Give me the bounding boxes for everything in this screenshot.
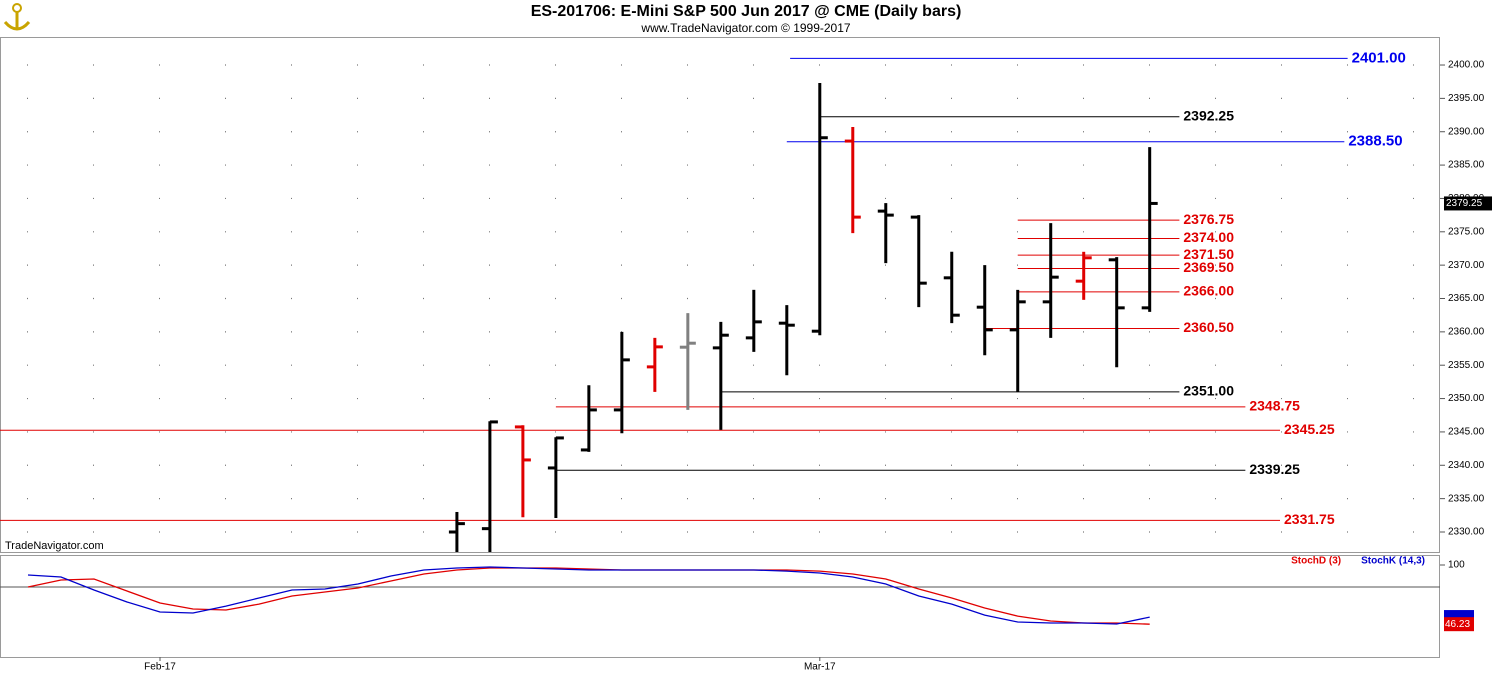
- x-tick-label: Feb-17: [144, 662, 176, 673]
- level-label: 2376.75: [1183, 211, 1234, 227]
- main-plot: [0, 57, 1440, 552]
- last-price-box: [1444, 196, 1492, 211]
- y-tick-label: 2375.00: [1448, 226, 1485, 237]
- overlay: 2330.00 2335.00 2340.00 2345.00 2350.00 2355.…: [144, 49, 1492, 673]
- level-label: 2348.75: [1249, 398, 1300, 414]
- x-tick-label: Mar-17: [804, 662, 836, 673]
- y-tick-label: 2355.00: [1448, 360, 1485, 371]
- last-value-box: [1444, 617, 1474, 632]
- y-tick-label: 100: [1448, 560, 1465, 571]
- y-tick-label: 2340.00: [1448, 460, 1485, 471]
- main-panel: [0, 37, 1440, 553]
- level-label: 2392.25: [1183, 107, 1234, 123]
- y-tick-label: 2350.00: [1448, 393, 1485, 404]
- legend-entry: StochD (3): [1291, 556, 1341, 567]
- level-label: 2351.00: [1183, 383, 1234, 399]
- stoch-line: [27, 567, 1150, 625]
- chart-subtitle: www.TradeNavigator.com © 1999-2017: [640, 21, 850, 35]
- level-label: 2369.50: [1183, 259, 1234, 275]
- y-tick-label: 2400.00: [1448, 60, 1485, 71]
- stoch-plot: [0, 566, 1440, 625]
- level-label: 2374.00: [1183, 229, 1234, 245]
- level-label: 2331.75: [1284, 511, 1335, 527]
- y-tick-label: 2345.00: [1448, 427, 1485, 438]
- chart-title: ES-201706: E-Mini S&P 500 Jun 2017 @ CME…: [531, 3, 962, 20]
- level-label: 2360.50: [1183, 319, 1234, 335]
- level-label: 2345.25: [1284, 421, 1335, 437]
- level-label: 2401.00: [1352, 49, 1406, 66]
- logo: [3, 3, 31, 31]
- level-label: 2371.50: [1183, 246, 1234, 262]
- level-label: 2339.25: [1249, 461, 1300, 477]
- stoch-line: [27, 566, 1150, 625]
- y-tick-label: 2330.00: [1448, 527, 1485, 538]
- y-tick-label: 2360.00: [1448, 326, 1485, 337]
- y-tick-label: 2370.00: [1448, 260, 1485, 271]
- stoch-panel: [0, 555, 1440, 658]
- last-value-label: 46.23: [1445, 619, 1470, 630]
- level-label: 2366.00: [1183, 283, 1234, 299]
- level-label: 2388.50: [1348, 133, 1402, 150]
- y-tick-label: 2395.00: [1448, 93, 1485, 104]
- y-tick-label: 2390.00: [1448, 126, 1485, 137]
- y-tick-label: 2385.00: [1448, 160, 1485, 171]
- legend-entry: StochK (14,3): [1361, 556, 1425, 567]
- last-price-label: 2379.25: [1446, 198, 1483, 209]
- y-tick-label: 2335.00: [1448, 493, 1485, 504]
- y-tick-label: 2365.00: [1448, 293, 1485, 304]
- watermark: TradeNavigator.com: [5, 540, 104, 552]
